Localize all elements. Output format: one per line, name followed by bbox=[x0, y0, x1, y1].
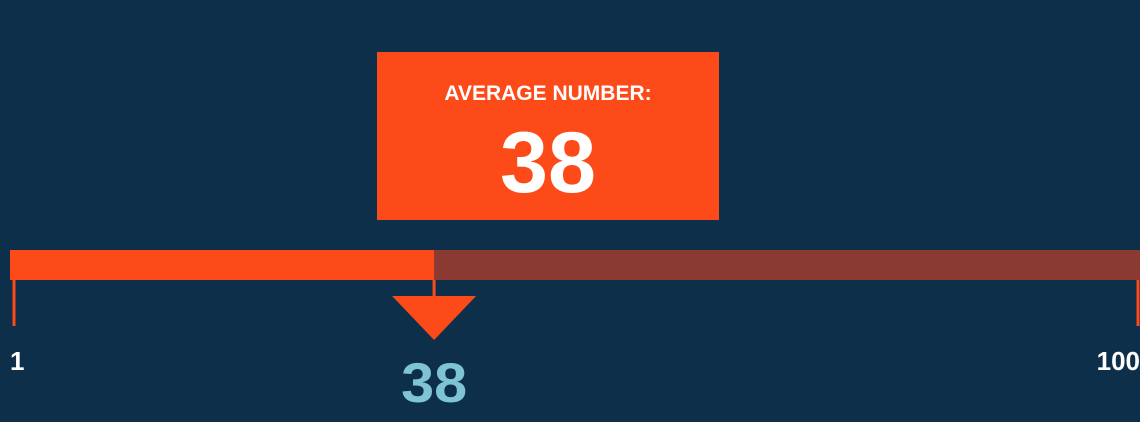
x-tick-label: 1 bbox=[10, 346, 24, 376]
chart-title: AVERAGE NUMBER: bbox=[444, 82, 651, 105]
progress-bar bbox=[10, 250, 435, 280]
summary-value: 38 bbox=[500, 115, 596, 211]
marker-arrow bbox=[392, 296, 477, 340]
summary-box bbox=[377, 52, 719, 220]
x-tick-label: 100 bbox=[1097, 346, 1140, 376]
value-label: 38 bbox=[401, 351, 467, 414]
